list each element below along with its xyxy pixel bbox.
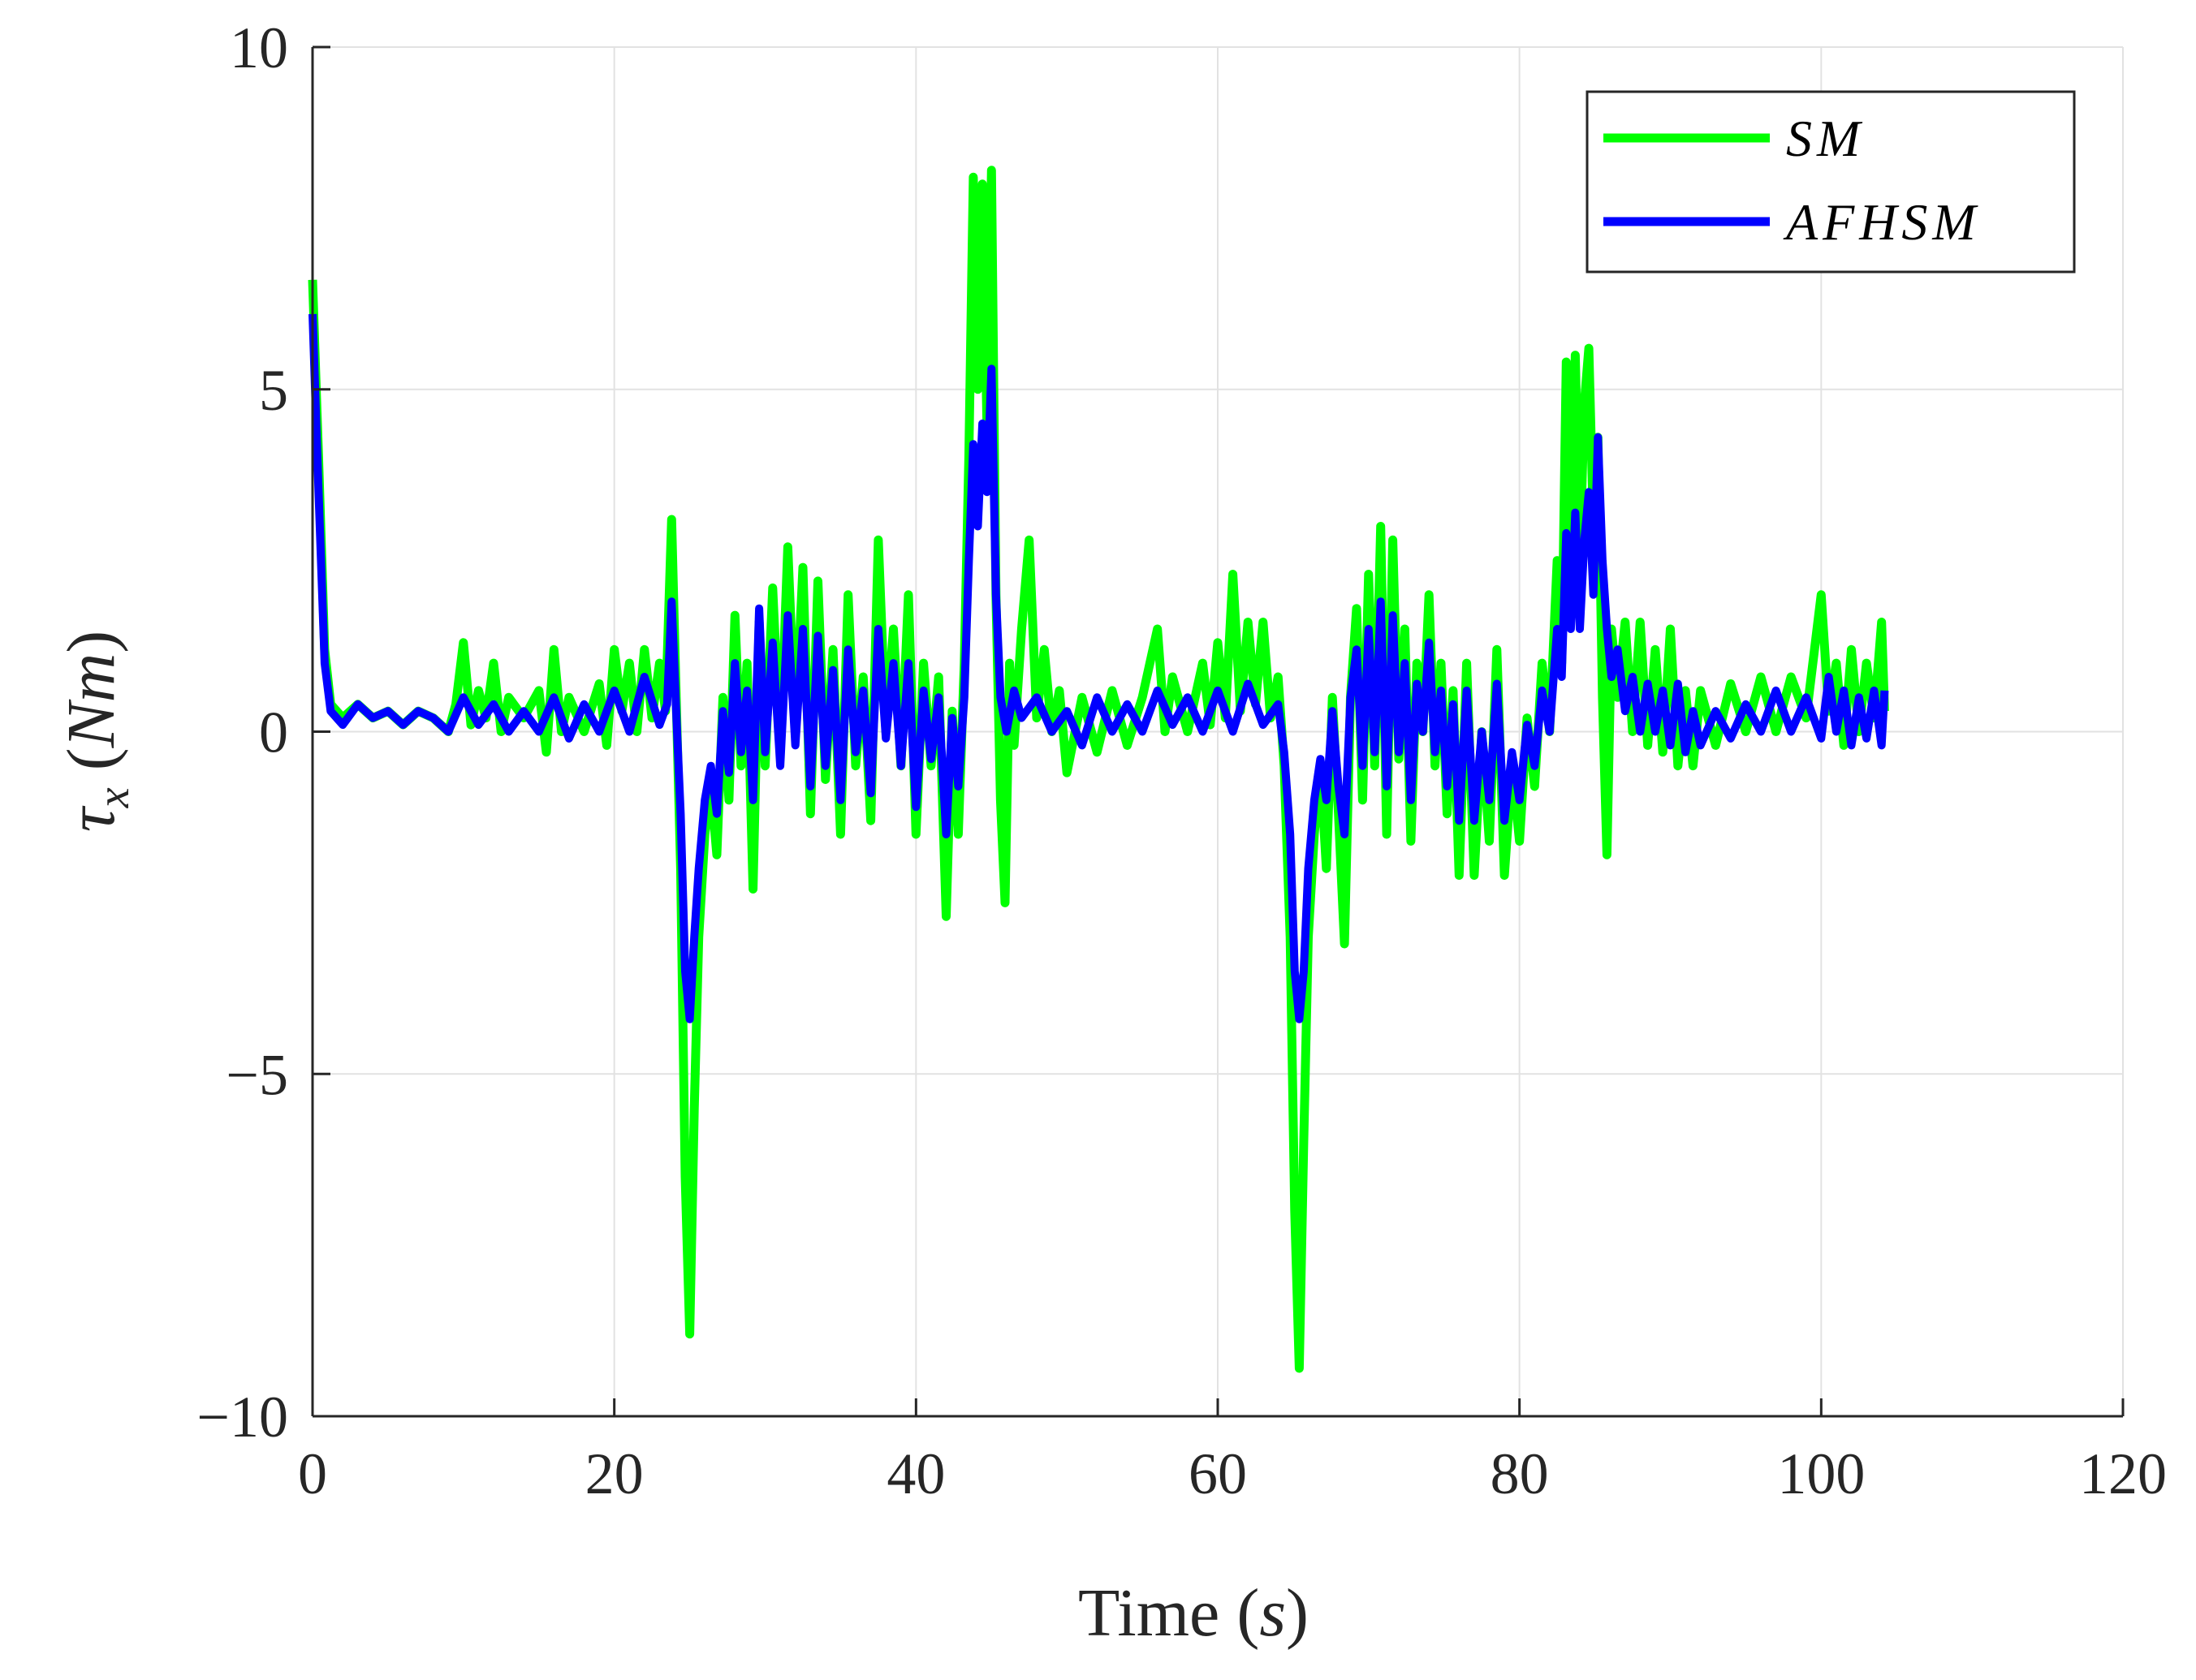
y-axis-label-symbol: τ (54, 805, 129, 832)
y-axis-label-unit: Nm (54, 653, 129, 749)
y-tick-label: 10 (230, 15, 288, 80)
y-tick-label: 5 (259, 358, 288, 423)
x-tick-label: 0 (298, 1441, 327, 1506)
x-axis-label-text: Time (1078, 1575, 1219, 1651)
ticks: 0 20 40 60 80 100 120 10 5 0 −5 −10 (196, 15, 2167, 1506)
legend: SM AFHSM (1586, 90, 2076, 274)
series-line-sm (308, 166, 1889, 1373)
y-axis-label: τx (Nm) (54, 631, 139, 833)
legend-box (1586, 90, 2076, 274)
legend-label-sm: SM (1786, 110, 1865, 167)
x-tick-label: 80 (1491, 1441, 1549, 1506)
x-axis-label: Time (s) (1078, 1575, 1309, 1651)
series-line-afhsm (308, 313, 1889, 1023)
y-tick-label: −10 (196, 1385, 288, 1450)
x-tick-label: 120 (2079, 1441, 2167, 1506)
y-axis-label-subscript: x (88, 787, 139, 808)
series-layer (308, 166, 1889, 1373)
x-tick-label: 100 (1777, 1441, 1865, 1506)
x-tick-label: 40 (887, 1441, 945, 1506)
y-tick-label: −5 (226, 1042, 288, 1107)
x-tick-label: 60 (1189, 1441, 1247, 1506)
x-axis-label-unit: s (1259, 1575, 1286, 1651)
x-tick-label: 20 (585, 1441, 644, 1506)
y-tick-label: 0 (259, 700, 288, 765)
legend-label-afhsm: AFHSM (1783, 193, 1981, 251)
